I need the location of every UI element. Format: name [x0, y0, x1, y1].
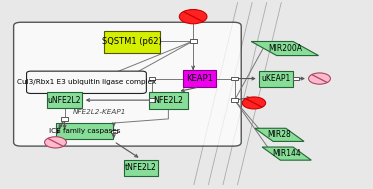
Text: Cul3/Rbx1 E3 ubiquitin ligase complex: Cul3/Rbx1 E3 ubiquitin ligase complex [17, 79, 156, 85]
Text: NFE2L2: NFE2L2 [153, 96, 184, 105]
FancyBboxPatch shape [149, 92, 188, 108]
Text: ICE family caspases: ICE family caspases [49, 128, 120, 134]
Text: MIR144: MIR144 [272, 149, 301, 158]
Polygon shape [251, 42, 319, 56]
Circle shape [242, 97, 266, 109]
Circle shape [45, 137, 66, 148]
Text: uNFE2L2: uNFE2L2 [48, 96, 81, 105]
Bar [231, 77, 238, 80]
FancyBboxPatch shape [14, 22, 241, 146]
Circle shape [179, 9, 207, 24]
Bar [61, 117, 68, 121]
Bar [149, 98, 155, 102]
Bar [149, 77, 155, 80]
Bar [292, 77, 299, 80]
Text: SQSTM1 (p62): SQSTM1 (p62) [102, 37, 162, 46]
Text: tNFE2L2: tNFE2L2 [125, 163, 157, 172]
Text: uKEAP1: uKEAP1 [261, 74, 291, 83]
Text: KEAP1: KEAP1 [186, 74, 213, 83]
FancyBboxPatch shape [258, 70, 293, 87]
FancyBboxPatch shape [183, 70, 216, 87]
Bar [231, 98, 238, 102]
Text: NFE2L2-KEAP1: NFE2L2-KEAP1 [72, 109, 126, 115]
Text: MIR200A: MIR200A [268, 44, 302, 53]
FancyBboxPatch shape [56, 123, 113, 139]
Circle shape [308, 73, 330, 84]
Bar [189, 39, 197, 43]
FancyBboxPatch shape [26, 71, 146, 94]
FancyBboxPatch shape [124, 160, 159, 176]
FancyBboxPatch shape [104, 31, 160, 53]
FancyBboxPatch shape [47, 92, 82, 108]
Bar [111, 130, 117, 133]
Text: MIR28: MIR28 [267, 130, 291, 139]
Polygon shape [255, 128, 304, 141]
Polygon shape [262, 147, 311, 160]
